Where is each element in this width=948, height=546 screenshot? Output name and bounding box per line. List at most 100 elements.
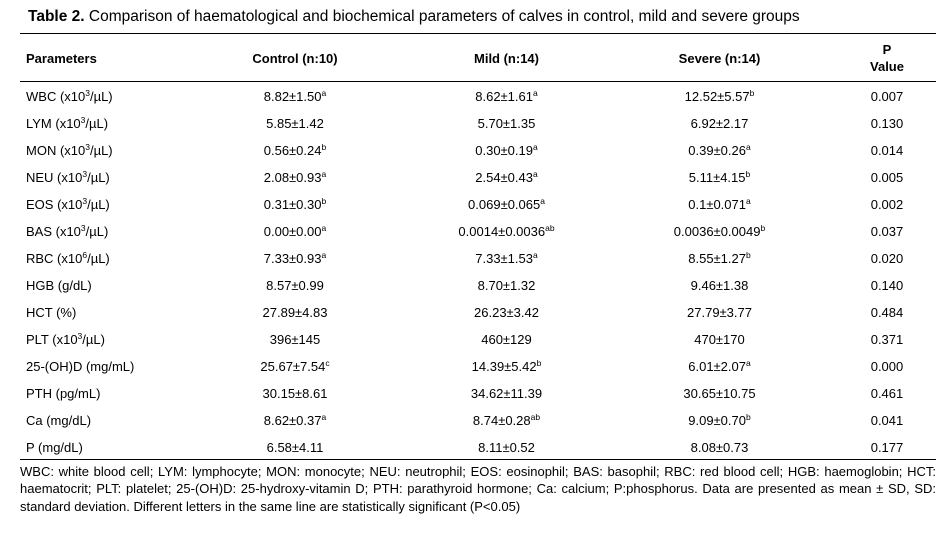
mild-significance-letter: a xyxy=(540,196,545,206)
parameter-name: RBC (x10 xyxy=(26,251,83,266)
cell-control: 396±145 xyxy=(178,326,412,353)
table-row: NEU (x103/µL) 2.08±0.93a 2.54±0.43a 5.11±4.… xyxy=(20,164,936,191)
mild-value: 0.069±0.065 xyxy=(468,197,541,212)
cell-p-value: 0.007 xyxy=(870,89,904,104)
mild-value: 5.70±1.35 xyxy=(477,116,536,131)
severe-significance-letter: b xyxy=(760,223,766,233)
cell-parameter: PLT (x103/µL) xyxy=(20,326,178,353)
cell-control: 0.56±0.24b xyxy=(178,137,412,164)
parameter-name: P (mg/dL) xyxy=(26,440,83,455)
mild-significance-letter: b xyxy=(536,358,542,368)
cell-parameter: HCT (%) xyxy=(20,299,178,326)
severe-value: 0.1±0.071 xyxy=(688,197,746,212)
table-caption: Table 2. Comparison of haematological an… xyxy=(28,7,938,26)
parameter-exponent: 6 xyxy=(82,250,88,260)
cell-control: 30.15±8.61 xyxy=(178,380,412,407)
table-row: LYM (x103/µL) 5.85±1.42 5.70±1.35 6.92±2.17… xyxy=(20,110,936,137)
mild-value: 34.62±11.39 xyxy=(470,386,543,401)
parameter-unit: /µL) xyxy=(87,197,110,212)
severe-value: 30.65±10.75 xyxy=(683,386,756,401)
parameter-exponent: 3 xyxy=(82,196,88,206)
parameter-name: EOS (x10 xyxy=(26,197,83,212)
cell-mild: 0.30±0.19a xyxy=(412,137,601,164)
top-rule xyxy=(20,33,936,34)
severe-significance-letter: b xyxy=(745,169,751,179)
cell-mild: 14.39±5.42b xyxy=(412,353,601,380)
parameter-name: 25-(OH)D (mg/mL) xyxy=(26,359,135,374)
parameter-name: LYM (x10 xyxy=(26,116,81,131)
cell-severe: 470±170 xyxy=(601,326,838,353)
cell-mild: 0.069±0.065a xyxy=(412,191,601,218)
cell-control: 6.58±4.11 xyxy=(178,434,412,461)
control-value: 25.67±7.54 xyxy=(260,359,326,374)
table-row: WBC (x103/µL) 8.82±1.50a 8.62±1.61a 12.52±5… xyxy=(20,81,936,110)
cell-control: 8.62±0.37a xyxy=(178,407,412,434)
cell-severe: 0.0036±0.0049b xyxy=(601,218,838,245)
cell-severe: 9.46±1.38 xyxy=(601,272,838,299)
control-value: 0.56±0.24 xyxy=(263,143,322,158)
cell-p-value: 0.000 xyxy=(870,359,904,374)
control-significance-letter: a xyxy=(321,412,327,422)
severe-significance-letter: b xyxy=(749,88,755,98)
cell-control: 0.00±0.00a xyxy=(178,218,412,245)
control-value: 8.82±1.50 xyxy=(263,89,322,104)
header-parameters: Parameters xyxy=(26,50,97,66)
cell-parameter: LYM (x103/µL) xyxy=(20,110,178,137)
control-value: 8.62±0.37 xyxy=(263,413,322,428)
cell-severe: 6.01±2.07a xyxy=(601,353,838,380)
severe-value: 6.01±2.07 xyxy=(688,359,746,374)
cell-parameter: HGB (g/dL) xyxy=(20,272,178,299)
table-body: WBC (x103/µL) 8.82±1.50a 8.62±1.61a 12.52±5… xyxy=(20,81,936,461)
cell-p-value: 0.371 xyxy=(870,332,904,347)
mild-value: 8.70±1.32 xyxy=(477,278,536,293)
cell-severe: 8.55±1.27b xyxy=(601,245,838,272)
severe-value: 9.46±1.38 xyxy=(690,278,749,293)
severe-value: 8.55±1.27 xyxy=(688,251,746,266)
control-significance-letter: a xyxy=(321,88,327,98)
parameter-name: BAS (x10 xyxy=(26,224,81,239)
severe-value: 6.92±2.17 xyxy=(690,116,749,131)
mild-value: 26.23±3.42 xyxy=(474,305,539,320)
cell-mild: 8.62±1.61a xyxy=(412,81,601,110)
parameter-name: HCT (%) xyxy=(26,305,77,320)
control-value: 396±145 xyxy=(269,332,321,347)
cell-mild: 460±129 xyxy=(412,326,601,353)
table-caption-text: Comparison of haematological and biochem… xyxy=(88,8,800,25)
parameter-name: PLT (x10 xyxy=(26,332,78,347)
severe-value: 8.08±0.73 xyxy=(690,440,749,455)
table-row: MON (x103/µL) 0.56±0.24b 0.30±0.19a 0.39±0.… xyxy=(20,137,936,164)
cell-mild: 8.70±1.32 xyxy=(412,272,601,299)
table-caption-label: Table 2. xyxy=(28,8,85,25)
table-row: PLT (x103/µL) 396±145 460±129 470±170 0.371 xyxy=(20,326,936,353)
parameter-exponent: 3 xyxy=(77,331,83,341)
mild-value: 8.62±1.61 xyxy=(475,89,533,104)
parameter-name: Ca (mg/dL) xyxy=(26,413,92,428)
cell-severe: 0.39±0.26a xyxy=(601,137,838,164)
parameter-name: HGB (g/dL) xyxy=(26,278,92,293)
cell-p-value: 0.037 xyxy=(870,224,904,239)
header-mild: Mild (n:14) xyxy=(474,50,539,66)
severe-significance-letter: b xyxy=(746,250,751,260)
header-p-value: P Value xyxy=(838,35,936,81)
mild-significance-letter: ab xyxy=(530,412,541,422)
table-row: HGB (g/dL) 8.57±0.99 8.70±1.32 9.46±1.38 0.1… xyxy=(20,272,936,299)
control-value: 0.31±0.30 xyxy=(263,197,322,212)
parameter-unit: /µL) xyxy=(87,251,110,266)
mild-value: 0.30±0.19 xyxy=(475,143,533,158)
table-row: HCT (%) 27.89±4.83 26.23±3.42 27.79±3.77 0.4… xyxy=(20,299,936,326)
cell-severe: 8.08±0.73 xyxy=(601,434,838,461)
mild-value: 8.74±0.28 xyxy=(472,413,531,428)
table-row: BAS (x103/µL) 0.00±0.00a 0.0014±0.0036ab 0.… xyxy=(20,218,936,245)
cell-severe: 27.79±3.77 xyxy=(601,299,838,326)
cell-parameter: RBC (x106/µL) xyxy=(20,245,178,272)
parameter-exponent: 3 xyxy=(82,169,88,179)
cell-severe: 12.52±5.57b xyxy=(601,81,838,110)
cell-control: 8.57±0.99 xyxy=(178,272,412,299)
severe-value: 9.09±0.70 xyxy=(688,413,746,428)
severe-value: 27.79±3.77 xyxy=(687,305,752,320)
cell-severe: 30.65±10.75 xyxy=(601,380,838,407)
parameter-unit: /µL) xyxy=(87,170,110,185)
cell-parameter: P (mg/dL) xyxy=(20,434,178,461)
cell-parameter: MON (x103/µL) xyxy=(20,137,178,164)
header-row: Parameters Control (n:10) Mild (n:14) Se… xyxy=(20,35,936,81)
